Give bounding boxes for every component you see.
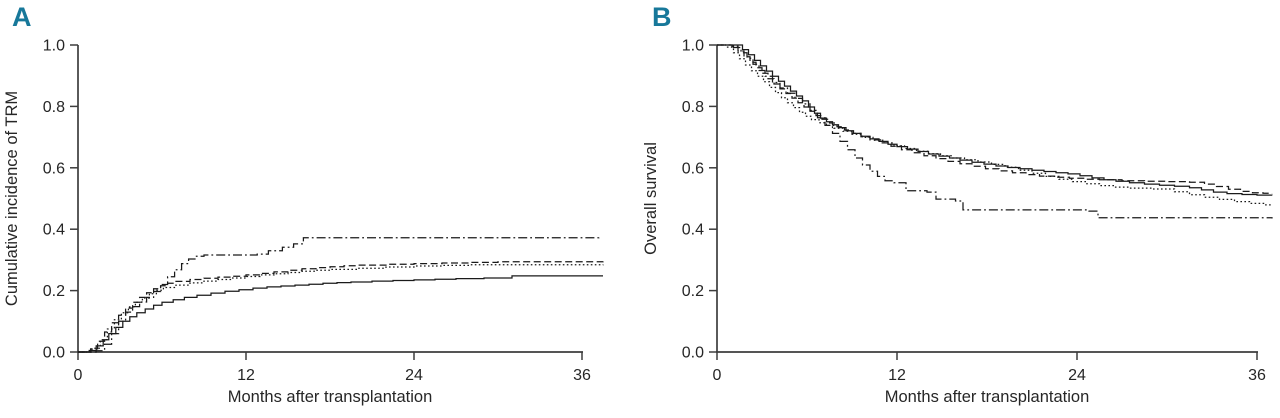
svg-text:0.8: 0.8 — [682, 99, 704, 116]
svg-text:0.6: 0.6 — [682, 160, 704, 177]
svg-text:0.4: 0.4 — [43, 222, 65, 239]
svg-text:0.8: 0.8 — [43, 99, 65, 116]
svg-text:0.4: 0.4 — [682, 222, 704, 239]
svg-text:Months after transplantation: Months after transplantation — [228, 388, 433, 406]
svg-text:0.0: 0.0 — [682, 345, 704, 362]
svg-text:Cumulative incidence of TRM: Cumulative incidence of TRM — [3, 91, 21, 306]
svg-text:0: 0 — [74, 367, 83, 384]
curve-solid — [717, 44, 1273, 196]
panel-b-label: B — [652, 2, 672, 32]
svg-text:24: 24 — [405, 367, 423, 384]
curve-dash-dot — [78, 237, 600, 353]
curve-dashed — [717, 44, 1273, 194]
cumulative-incidence-trm-chart: 0.0 0.2 0.4 0.6 0.8 1.0 0 12 24 36 Months after tr… — [3, 38, 604, 406]
panel-a: A 0.0 0.2 0.4 0.6 0.8 1.0 0 12 24 36 Months after … — [3, 2, 604, 406]
curve-dashed — [78, 261, 604, 353]
curve-dotted — [78, 264, 604, 353]
svg-text:24: 24 — [1068, 367, 1086, 384]
svg-text:Months after transplantation: Months after transplantation — [885, 388, 1090, 406]
curve-solid — [78, 275, 603, 353]
svg-text:0.2: 0.2 — [682, 283, 704, 300]
svg-text:0.6: 0.6 — [43, 160, 65, 177]
svg-text:0.2: 0.2 — [43, 283, 65, 300]
svg-text:12: 12 — [888, 367, 906, 384]
svg-text:Overall survival: Overall survival — [642, 142, 660, 255]
svg-text:0.0: 0.0 — [43, 345, 65, 362]
curve-dotted — [717, 44, 1273, 206]
svg-text:1.0: 1.0 — [43, 38, 65, 55]
svg-text:36: 36 — [1248, 367, 1266, 384]
svg-text:12: 12 — [237, 367, 255, 384]
overall-survival-chart: 0.0 0.2 0.4 0.6 0.8 1.0 0 12 24 36 Months after tr… — [642, 38, 1273, 406]
svg-text:1.0: 1.0 — [682, 38, 704, 55]
curve-dash-dot — [717, 44, 1273, 219]
svg-text:0: 0 — [713, 367, 722, 384]
panel-b: B 0.0 0.2 0.4 0.6 0.8 1.0 0 12 24 36 Months after … — [640, 0, 1280, 418]
panel-a-label: A — [12, 2, 32, 32]
svg-text:36: 36 — [573, 367, 591, 384]
